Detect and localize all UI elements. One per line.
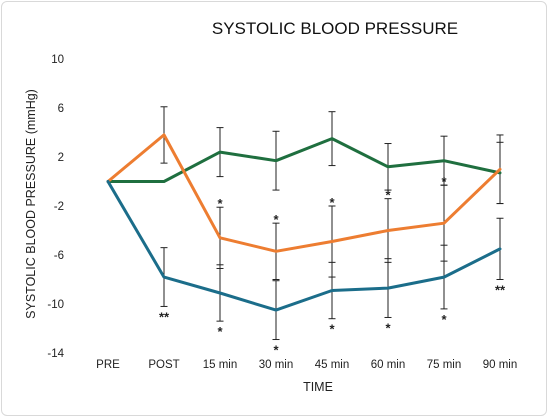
y-tick-label: 2 [58,152,64,164]
chart-title: SYSTOLIC BLOOD PRESSURE [212,19,458,38]
significance-marker: * [385,320,391,335]
significance-marker: ** [159,309,170,324]
y-tick-label: 6 [58,103,64,115]
plot-area: 10 6 2 -2 -6 -10 -14 PRE POST 15 min 30 min 45 min 6… [47,54,517,371]
significance-marker: * [441,174,447,189]
x-tick-label: 90 min [483,359,518,371]
significance-marker: * [273,343,279,358]
x-axis-title: TIME [303,380,333,394]
y-tick-label: -10 [47,299,64,311]
series-line-3 [106,180,502,312]
significance-marker: * [385,188,391,203]
series-line-2 [106,133,502,253]
x-tick-label: 15 min [203,359,238,371]
significance-marker: * [217,324,223,339]
y-axis-title: SYSTOLIC BLOOD PRESSURE (mmHg) [24,89,38,319]
y-tick-label: -2 [54,201,64,213]
significance-marker: * [441,312,447,327]
x-tick-label: 45 min [315,359,350,371]
series-line-1 [106,137,502,183]
x-tick-label: 60 min [371,359,406,371]
y-tick-label: -14 [47,348,64,360]
significance-marker: ** [495,283,506,298]
y-tick-label: -6 [54,250,64,262]
y-tick-label: 10 [51,54,64,66]
significance-marker: * [329,195,335,210]
significance-marker: * [217,196,223,211]
significance-marker: * [273,212,279,227]
x-tick-label: PRE [96,359,120,371]
x-tick-label: 30 min [259,359,294,371]
x-tick-label: POST [148,359,179,371]
significance-marker: * [329,322,335,337]
x-tick-label: 75 min [427,359,462,371]
